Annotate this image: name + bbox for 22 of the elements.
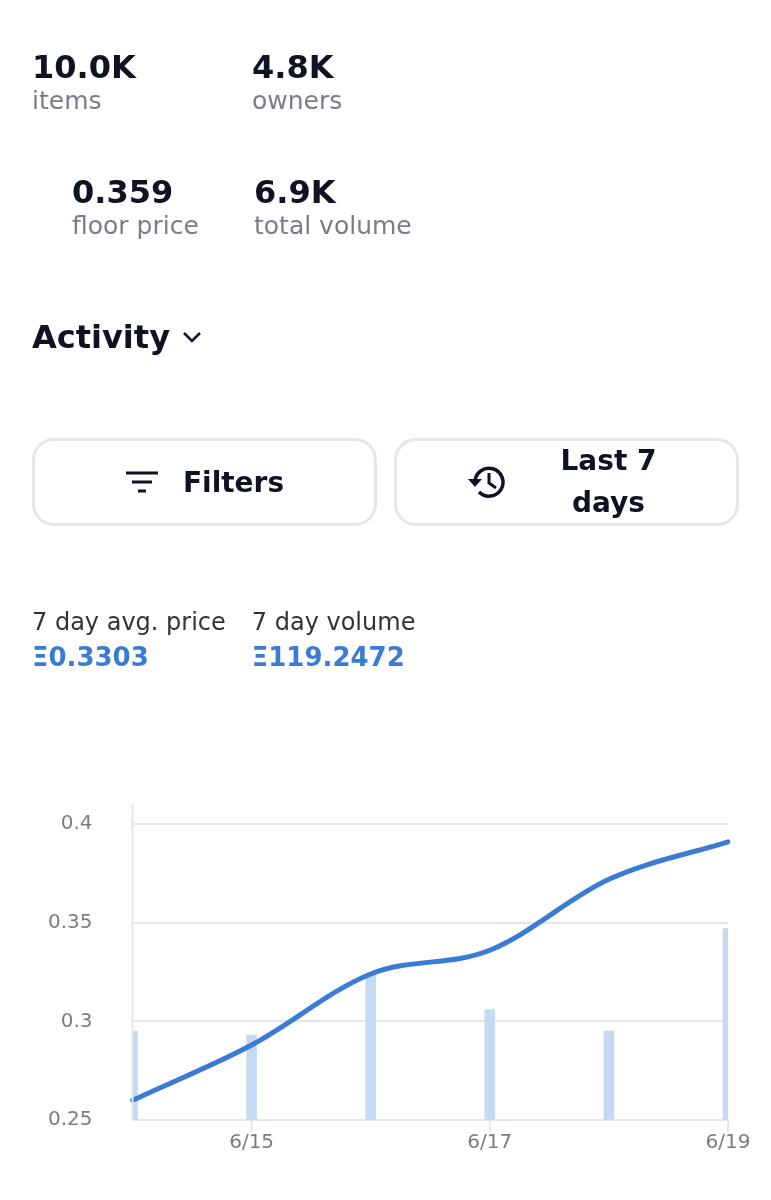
y-tick-label: 0.4 bbox=[60, 810, 93, 835]
text: Activity bbox=[32, 318, 170, 356]
text: 0.359 bbox=[72, 173, 175, 211]
text: 7 day volume bbox=[251, 608, 416, 636]
y-tick-label: 0.35 bbox=[48, 908, 93, 933]
x-tick-label: 6/19 bbox=[705, 1129, 751, 1154]
x-tick-label: 6/15 bbox=[229, 1129, 275, 1154]
text: 7 day avg. price bbox=[32, 608, 226, 636]
text: floor price bbox=[72, 211, 199, 240]
x-tick-label: 6/17 bbox=[467, 1129, 513, 1154]
text: Ξ0.3303 bbox=[32, 642, 150, 672]
text: 10.0K bbox=[32, 48, 136, 86]
text: Filters bbox=[182, 465, 285, 499]
text: Last 7 days bbox=[559, 443, 658, 521]
text: Ξ119.2472 bbox=[251, 642, 406, 672]
y-tick-label: 0.3 bbox=[60, 1007, 93, 1032]
text: items bbox=[32, 86, 103, 115]
text: 4.8K bbox=[252, 48, 335, 86]
text: 6.9K bbox=[254, 173, 337, 211]
text: owners bbox=[252, 86, 343, 115]
y-tick-label: 0.25 bbox=[48, 1106, 93, 1131]
text: total volume bbox=[254, 211, 412, 240]
